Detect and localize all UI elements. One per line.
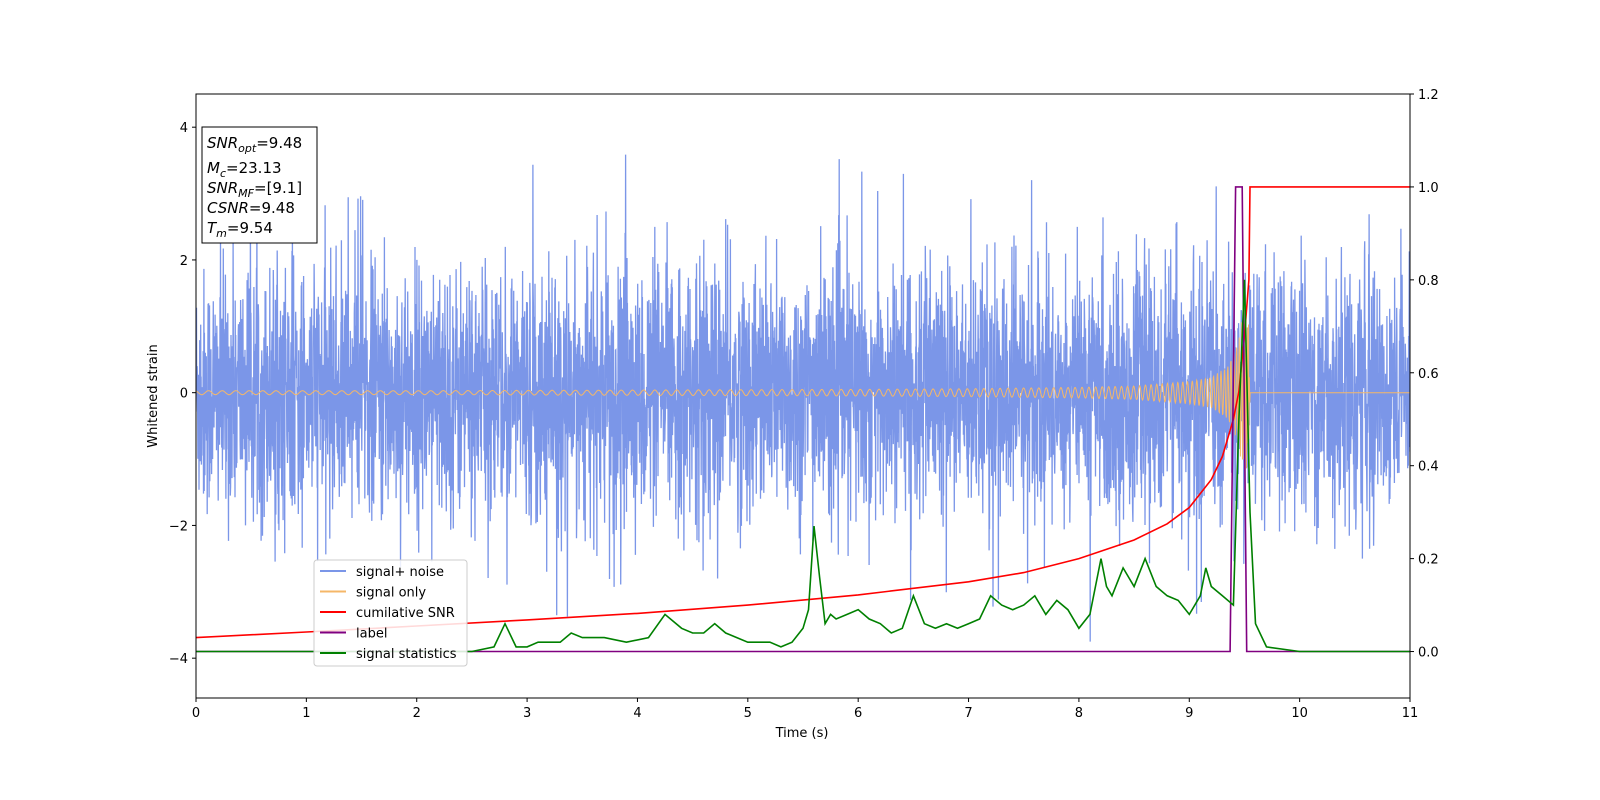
y2-tick-label: 0.2	[1418, 553, 1439, 568]
info-mc: Mc=23.13	[207, 159, 282, 180]
y-tick-label: 4	[180, 121, 188, 136]
y2-tick-label: 0.6	[1418, 367, 1439, 382]
plot-frame	[195, 93, 1411, 699]
series-signal-noise	[196, 154, 1410, 642]
x-tick-label: 9	[1185, 706, 1193, 721]
info-snr-opt: SNRopt=9.48	[207, 134, 302, 155]
legend-label: label	[356, 627, 387, 642]
info-csnr: CSNR=9.48	[207, 199, 295, 217]
y2-tick-label: 0.4	[1418, 460, 1439, 475]
y-axis-label: Whitened strain	[146, 344, 161, 447]
y-tick-label: −2	[169, 519, 188, 534]
series-cumilative-snr	[196, 186, 1410, 639]
x-tick-label: 11	[1402, 706, 1419, 721]
x-tick-label: 6	[854, 706, 862, 721]
x-tick-label: 0	[192, 706, 200, 721]
y-tick-label: −4	[169, 652, 188, 667]
y-tick-label: 0	[180, 387, 188, 402]
y2-tick-label: 0.0	[1418, 646, 1439, 661]
x-axis-label: Time (s)	[775, 726, 829, 741]
info-box: SNRopt=9.48 Mc=23.13 SNRMF=[9.1] CSNR=9.…	[201, 126, 318, 244]
y-tick-label: 2	[180, 254, 188, 269]
x-tick-label: 3	[523, 706, 531, 721]
axes: 0 1 2 3 4 5 6 7 8 9 10 11 −4 −2 0 2 4 0.0 0.2 0.4 0.6 0.8 1.0 1…	[169, 88, 1439, 721]
legend-label: signal only	[356, 586, 426, 601]
legend: signal+ noise signal only cumilative SNR la…	[313, 559, 468, 667]
x-tick-label: 5	[744, 706, 752, 721]
x-tick-label: 8	[1075, 706, 1083, 721]
info-snr-mf: SNRMF=[9.1]	[207, 179, 302, 200]
y2-tick-label: 1.0	[1418, 181, 1439, 196]
y2-tick-label: 1.2	[1418, 88, 1439, 103]
series-signal-only	[196, 305, 1410, 470]
legend-label: cumilative SNR	[356, 606, 455, 621]
series-signal-statistics	[196, 279, 1410, 653]
info-tm: Tm=9.54	[207, 219, 273, 240]
x-tick-label: 4	[633, 706, 641, 721]
legend-label: signal statistics	[356, 647, 457, 662]
x-tick-label: 2	[413, 706, 421, 721]
x-tick-label: 10	[1291, 706, 1308, 721]
x-tick-label: 7	[964, 706, 972, 721]
x-tick-label: 1	[302, 706, 310, 721]
series-label	[196, 186, 1410, 653]
plot-area	[196, 154, 1410, 653]
legend-label: signal+ noise	[356, 565, 444, 580]
y2-tick-label: 0.8	[1418, 274, 1439, 289]
